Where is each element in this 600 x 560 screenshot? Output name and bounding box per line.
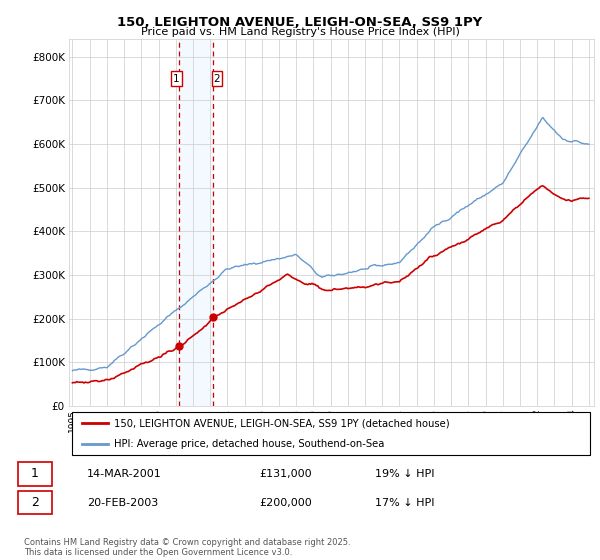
Text: 2: 2 <box>31 496 39 509</box>
Text: £131,000: £131,000 <box>260 469 313 479</box>
FancyBboxPatch shape <box>18 491 52 515</box>
Text: 17% ↓ HPI: 17% ↓ HPI <box>375 498 434 508</box>
Bar <box>179 39 213 406</box>
Text: 14-MAR-2001: 14-MAR-2001 <box>87 469 161 479</box>
Text: 150, LEIGHTON AVENUE, LEIGH-ON-SEA, SS9 1PY: 150, LEIGHTON AVENUE, LEIGH-ON-SEA, SS9 … <box>118 16 482 29</box>
Text: 19% ↓ HPI: 19% ↓ HPI <box>375 469 434 479</box>
Text: HPI: Average price, detached house, Southend-on-Sea: HPI: Average price, detached house, Sout… <box>113 440 384 450</box>
Text: 2: 2 <box>214 73 220 83</box>
Text: 20-FEB-2003: 20-FEB-2003 <box>87 498 158 508</box>
Text: Contains HM Land Registry data © Crown copyright and database right 2025.
This d: Contains HM Land Registry data © Crown c… <box>24 538 350 557</box>
Text: 1: 1 <box>173 73 180 83</box>
Text: 150, LEIGHTON AVENUE, LEIGH-ON-SEA, SS9 1PY (detached house): 150, LEIGHTON AVENUE, LEIGH-ON-SEA, SS9 … <box>113 418 449 428</box>
Text: Price paid vs. HM Land Registry's House Price Index (HPI): Price paid vs. HM Land Registry's House … <box>140 27 460 37</box>
Text: 1: 1 <box>31 468 39 480</box>
FancyBboxPatch shape <box>18 462 52 486</box>
Text: £200,000: £200,000 <box>260 498 313 508</box>
FancyBboxPatch shape <box>71 412 590 455</box>
